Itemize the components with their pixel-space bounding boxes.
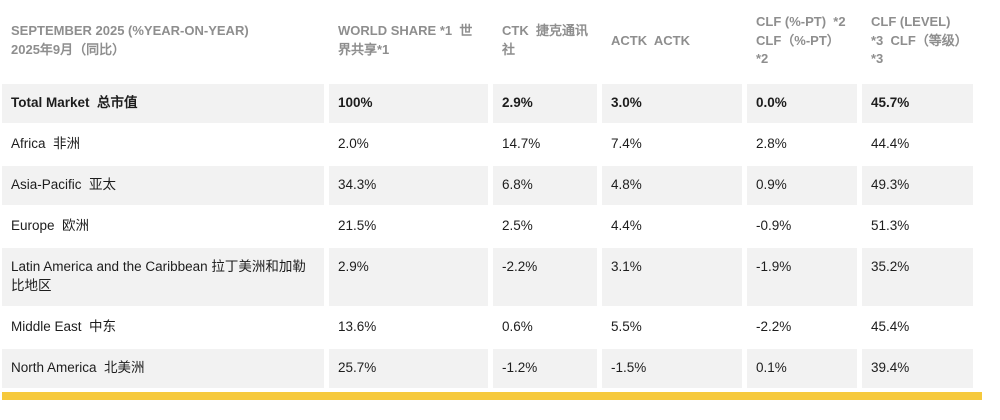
row-label: Africa 非洲 [2, 125, 324, 164]
value-cell: 4.8% [602, 166, 742, 205]
value-cell: 51.3% [862, 207, 973, 246]
value-cell: 2.5% [493, 207, 597, 246]
header-ctk: CTK 捷克通讯社 [493, 0, 597, 82]
value-cell: 45.7% [862, 84, 973, 123]
value-cell: -2.2% [747, 307, 857, 347]
value-cell: -1.9% [747, 248, 857, 306]
value-cell: 3.1% [602, 248, 742, 306]
row-label: North America 北美洲 [2, 348, 324, 388]
row-label: Total Market 总市值 [2, 84, 324, 123]
header-period: SEPTEMBER 2025 (%YEAR-ON-YEAR) 2025年9月（同… [2, 0, 324, 82]
value-cell: 21.5% [329, 207, 488, 246]
value-cell: 3.0% [602, 84, 742, 123]
value-cell: 0.0% [747, 84, 857, 123]
value-cell: 0.1% [747, 348, 857, 388]
value-cell: -2.2% [493, 248, 597, 306]
regional-stats-table: SEPTEMBER 2025 (%YEAR-ON-YEAR) 2025年9月（同… [2, 0, 973, 388]
accent-bar [2, 391, 982, 400]
row-label: Latin America and the Caribbean 拉丁美洲和加勒比… [2, 248, 324, 306]
value-cell: 6.8% [493, 166, 597, 205]
value-cell: 44.4% [862, 125, 973, 164]
value-cell: -1.5% [602, 348, 742, 388]
value-cell: 25.7% [329, 348, 488, 388]
value-cell: 5.5% [602, 307, 742, 347]
header-clf-ppt: CLF (%-PT) *2 CLF（%-PT）*2 [747, 0, 857, 82]
header-actk: ACTK ACTK [602, 0, 742, 82]
value-cell: 7.4% [602, 125, 742, 164]
value-cell: 39.4% [862, 348, 973, 388]
value-cell: 100% [329, 84, 488, 123]
header-clf-level: CLF (LEVEL) *3 CLF（等级）*3 [862, 0, 973, 82]
value-cell: 0.6% [493, 307, 597, 347]
value-cell: 0.9% [747, 166, 857, 205]
value-cell: 2.8% [747, 125, 857, 164]
value-cell: 13.6% [329, 307, 488, 347]
row-label: Middle East 中东 [2, 307, 324, 347]
value-cell: -1.2% [493, 348, 597, 388]
value-cell: 4.4% [602, 207, 742, 246]
value-cell: 34.3% [329, 166, 488, 205]
value-cell: 2.0% [329, 125, 488, 164]
row-label: Europe 欧洲 [2, 207, 324, 246]
value-cell: 35.2% [862, 248, 973, 306]
header-world-share: WORLD SHARE *1 世界共享*1 [329, 0, 488, 82]
value-cell: 45.4% [862, 307, 973, 347]
value-cell: 2.9% [329, 248, 488, 306]
value-cell: 14.7% [493, 125, 597, 164]
value-cell: 2.9% [493, 84, 597, 123]
value-cell: 49.3% [862, 166, 973, 205]
value-cell: -0.9% [747, 207, 857, 246]
stats-table-container: SEPTEMBER 2025 (%YEAR-ON-YEAR) 2025年9月（同… [2, 0, 982, 400]
row-label: Asia-Pacific 亚太 [2, 166, 324, 205]
